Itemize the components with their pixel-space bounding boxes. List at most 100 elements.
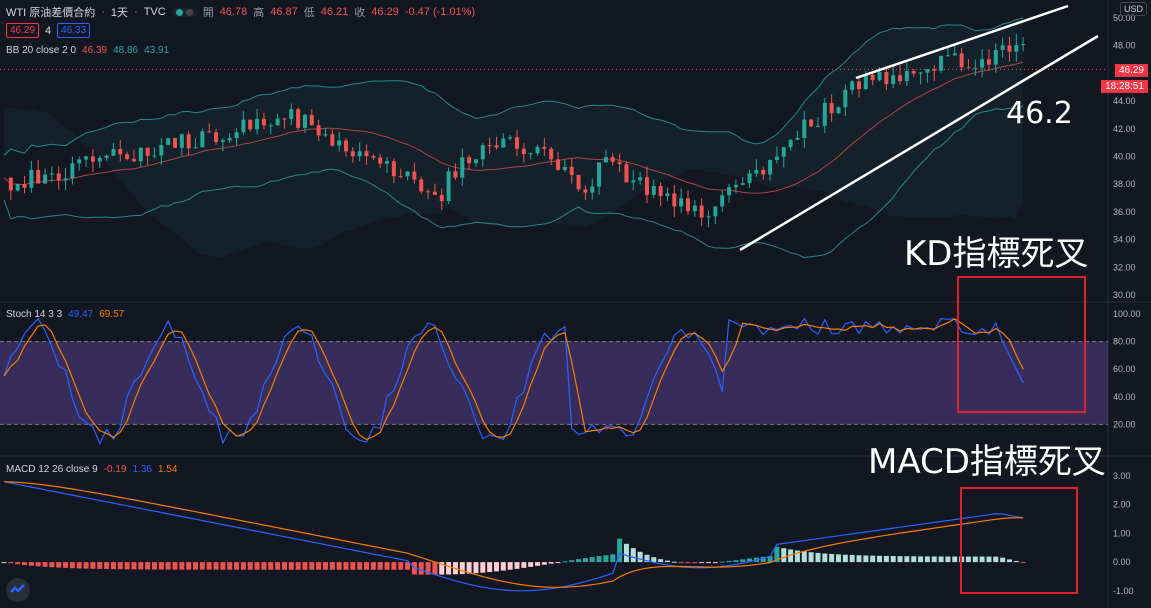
macd-histogram-bar xyxy=(275,562,281,570)
candle-body xyxy=(480,145,485,160)
open-label: 開 xyxy=(202,7,214,19)
candle-body xyxy=(159,144,164,156)
tradingview-logo-icon[interactable] xyxy=(6,578,30,602)
macd-histogram-bar xyxy=(145,562,151,570)
candle-body xyxy=(350,151,355,157)
sell-price-box[interactable]: 46.29 xyxy=(6,23,40,38)
candle-body xyxy=(576,174,581,190)
macd-histogram-bar xyxy=(97,562,103,569)
macd-tick-label: -1.00 xyxy=(1113,586,1134,596)
macd-histogram-bar xyxy=(740,559,746,563)
candle-body xyxy=(850,81,855,90)
candle-body xyxy=(1014,45,1019,52)
candle-body xyxy=(980,59,985,68)
stoch-tick-label: 80.00 xyxy=(1113,337,1136,347)
candle-body xyxy=(446,171,451,202)
candle-body xyxy=(1000,45,1005,50)
candle-body xyxy=(43,174,48,184)
macd-histogram-bar xyxy=(911,556,917,563)
price-tick-label: 38.00 xyxy=(1113,179,1136,189)
stoch-tick-label: 60.00 xyxy=(1113,364,1136,374)
candle-body xyxy=(248,119,253,130)
candle-body xyxy=(692,205,697,212)
macd-histogram-bar xyxy=(261,562,267,570)
buy-price-box[interactable]: 46.33 xyxy=(57,23,91,38)
candle-body xyxy=(385,161,390,164)
macd-histogram-bar xyxy=(487,562,493,573)
candle-body xyxy=(515,137,519,149)
candle-body xyxy=(617,161,622,165)
macd-histogram-bar xyxy=(856,555,862,563)
interval[interactable]: 1天 xyxy=(110,7,129,19)
candle-body xyxy=(549,148,554,160)
macd-histogram-bar xyxy=(1020,562,1026,564)
candle-body xyxy=(145,147,150,156)
macd-histogram-bar xyxy=(329,562,335,570)
stoch-legend[interactable]: Stoch 14 3 3 49.47 69.57 xyxy=(6,309,124,320)
candle-body xyxy=(131,158,136,162)
candle-body xyxy=(84,156,89,160)
bb-legend[interactable]: BB 20 close 2 0 46.39 48.86 43.91 xyxy=(6,45,169,56)
macd-histogram-bar xyxy=(692,562,698,564)
macd-histogram-bar xyxy=(199,562,205,570)
macd-histogram-bar xyxy=(165,562,171,570)
macd-histogram-bar xyxy=(535,562,541,566)
candle-body xyxy=(323,134,328,136)
candle-body xyxy=(727,187,732,196)
macd-histogram-bar xyxy=(822,553,828,563)
macd-histogram-bar xyxy=(15,562,21,565)
candle-body xyxy=(706,216,711,218)
price-tick-label: 30.00 xyxy=(1113,290,1136,300)
candle-body xyxy=(207,131,212,133)
macd-histogram-bar xyxy=(268,562,274,570)
stoch-label: Stoch 14 3 3 xyxy=(6,309,63,320)
macd-histogram-bar xyxy=(227,562,233,570)
candle-body xyxy=(398,176,403,178)
macd-histogram-bar xyxy=(1013,560,1019,563)
candle-body xyxy=(241,119,246,133)
candle-body xyxy=(624,164,629,183)
candle-body xyxy=(802,119,807,138)
macd-histogram-bar xyxy=(104,562,110,570)
macd-histogram-bar xyxy=(186,562,192,570)
candle-body xyxy=(836,107,841,114)
candle-body xyxy=(289,109,294,120)
candle-body xyxy=(644,177,649,195)
macd-histogram-bar xyxy=(254,562,260,570)
bb-lower: 43.91 xyxy=(144,45,170,56)
macd-histogram-bar xyxy=(425,562,431,575)
macd-histogram-bar xyxy=(336,562,342,570)
candle-body xyxy=(521,148,526,155)
candle-body xyxy=(638,177,643,181)
macd-histogram-bar xyxy=(364,562,370,570)
market-status-icon[interactable] xyxy=(171,7,197,17)
macd-histogram-bar xyxy=(877,555,883,563)
candle-body xyxy=(822,102,827,126)
candle-body xyxy=(932,69,937,71)
macd-histogram-bar xyxy=(466,562,472,574)
candle-body xyxy=(460,157,465,178)
macd-histogram-bar xyxy=(158,562,164,570)
symbol-name[interactable]: WTI 原油差價合約 xyxy=(6,7,96,19)
macd-histogram-bar xyxy=(240,562,246,570)
candle-body xyxy=(200,131,205,148)
close-value: 46.29 xyxy=(371,6,399,18)
price-tick-label: 44.00 xyxy=(1113,96,1136,106)
macd-legend[interactable]: MACD 12 26 close 9 -0.19 1.36 1.54 xyxy=(6,464,177,475)
currency-badge[interactable]: USD xyxy=(1119,2,1147,16)
macd-histogram-bar xyxy=(993,556,999,563)
candle-body xyxy=(405,171,410,177)
macd-histogram-bar xyxy=(302,562,308,570)
macd-histogram-bar xyxy=(904,556,910,563)
macd-histogram-bar xyxy=(671,561,677,563)
macd-histogram-bar xyxy=(678,562,684,564)
macd-histogram-bar xyxy=(322,562,328,570)
macd-histogram-bar xyxy=(699,562,705,564)
price-tick-label: 50.00 xyxy=(1113,13,1136,23)
macd-histogram-bar xyxy=(918,556,924,563)
candle-body xyxy=(473,159,478,164)
macd-annotation: MACD指標死叉 xyxy=(868,442,1106,482)
macd-histogram-bar xyxy=(589,557,595,563)
